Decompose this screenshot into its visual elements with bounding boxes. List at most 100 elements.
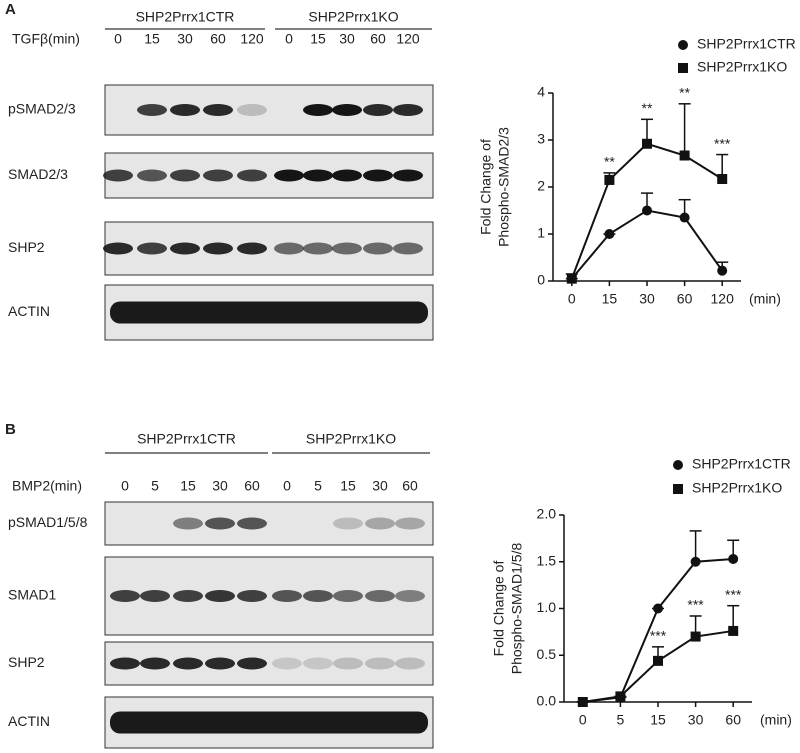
blot-label: SHP2	[8, 239, 45, 255]
marker-square	[690, 631, 701, 642]
lane-label: 30	[177, 31, 193, 47]
blot-band	[203, 104, 233, 116]
blot-band	[363, 104, 393, 116]
blot-band	[237, 657, 267, 670]
y-tick-label: 1.5	[537, 552, 557, 568]
blot-band	[137, 169, 167, 182]
blot-label: pSMAD1/5/8	[8, 514, 88, 530]
significance-label: ***	[714, 135, 731, 151]
blot-band	[170, 104, 200, 116]
marker-circle	[653, 603, 663, 614]
blot-band	[274, 242, 304, 255]
x-tick-label: 120	[711, 291, 735, 307]
lane-label: 15	[144, 31, 160, 47]
blot-label: SHP2	[8, 654, 45, 670]
blot-band	[237, 104, 267, 116]
y-axis-label: Phospho-SMAD2/3	[496, 127, 512, 247]
blot-band	[173, 590, 203, 602]
blot-band	[103, 242, 133, 255]
significance-label: **	[679, 85, 690, 101]
marker-circle	[642, 205, 652, 216]
marker-circle	[604, 229, 615, 239]
marker-square	[673, 484, 683, 494]
blot-band	[205, 657, 235, 670]
significance-label: ***	[725, 586, 742, 602]
marker-circle	[690, 556, 701, 567]
lane-label: 60	[370, 31, 386, 47]
lane-label: 60	[402, 478, 418, 494]
blot-band	[332, 104, 362, 116]
y-tick-label: 4	[537, 84, 545, 100]
blot-band	[274, 169, 304, 182]
x-tick-label: 60	[725, 712, 741, 728]
y-tick-label: 2.0	[537, 506, 557, 522]
blot-label: pSMAD2/3	[8, 101, 76, 117]
x-tick-label: 30	[639, 291, 655, 307]
blot-band	[205, 590, 235, 602]
lane-label: 0	[121, 478, 129, 494]
lane-label: 5	[151, 478, 159, 494]
blot-band	[103, 169, 133, 182]
blot-band	[393, 242, 423, 255]
legend-label: SHP2Prrx1CTR	[692, 456, 791, 472]
blot-band	[237, 517, 267, 530]
lane-label: 30	[372, 478, 388, 494]
blot-band	[110, 301, 428, 324]
y-tick-label: 0	[537, 272, 545, 288]
y-tick-label: 1	[537, 225, 545, 241]
blot-label: ACTIN	[8, 713, 50, 729]
y-axis-label: Phospho-SMAD1/5/8	[509, 543, 525, 675]
marker-square	[566, 273, 577, 284]
blot-label: SMAD2/3	[8, 166, 68, 182]
lane-label: 15	[340, 478, 356, 494]
group-header: SHP2Prrx1CTR	[136, 9, 235, 25]
x-tick-label: 30	[688, 712, 704, 728]
blot-band	[363, 169, 393, 182]
lane-label: 0	[283, 478, 291, 494]
blot-band	[237, 242, 267, 255]
significance-label: **	[604, 154, 615, 170]
x-tick-label: 0	[579, 712, 587, 728]
lane-label: 30	[212, 478, 228, 494]
blot-band	[332, 242, 362, 255]
blot-band	[332, 169, 362, 182]
blot-label: ACTIN	[8, 303, 50, 319]
y-tick-label: 1.0	[537, 599, 557, 615]
marker-square	[604, 174, 615, 185]
marker-square	[728, 625, 739, 636]
blot-band	[137, 104, 167, 116]
blot-band	[395, 590, 425, 602]
blot-band	[395, 657, 425, 670]
marker-circle	[717, 265, 728, 276]
blot-band	[205, 517, 235, 530]
blot-band	[365, 590, 395, 602]
y-axis-label: Fold Change of	[478, 139, 494, 235]
marker-square	[615, 691, 626, 702]
blot-band	[393, 169, 423, 182]
blot-band	[365, 517, 395, 530]
blot-band	[140, 590, 170, 602]
group-header: SHP2Prrx1KO	[308, 9, 398, 25]
legend-label: SHP2Prrx1CTR	[697, 36, 796, 52]
blot-band	[203, 242, 233, 255]
blot-band	[173, 657, 203, 670]
lane-label: 60	[210, 31, 226, 47]
blot-band	[303, 169, 333, 182]
marker-circle	[678, 40, 688, 50]
blot-band	[170, 169, 200, 182]
legend-label: SHP2Prrx1KO	[697, 59, 787, 75]
blot-membrane	[104, 501, 434, 546]
blot-band	[173, 517, 203, 530]
x-tick-label: 15	[602, 291, 618, 307]
blot-band	[110, 657, 140, 670]
blot-band	[237, 590, 267, 602]
x-axis-label: (min)	[760, 712, 792, 728]
blot-band	[333, 517, 363, 530]
significance-label: ***	[687, 597, 704, 613]
blot-band	[393, 104, 423, 116]
lane-label: 120	[396, 31, 420, 47]
lane-label: 60	[244, 478, 260, 494]
blot-band	[110, 711, 428, 734]
panel-label: B	[5, 421, 16, 438]
blot-band	[303, 657, 333, 670]
